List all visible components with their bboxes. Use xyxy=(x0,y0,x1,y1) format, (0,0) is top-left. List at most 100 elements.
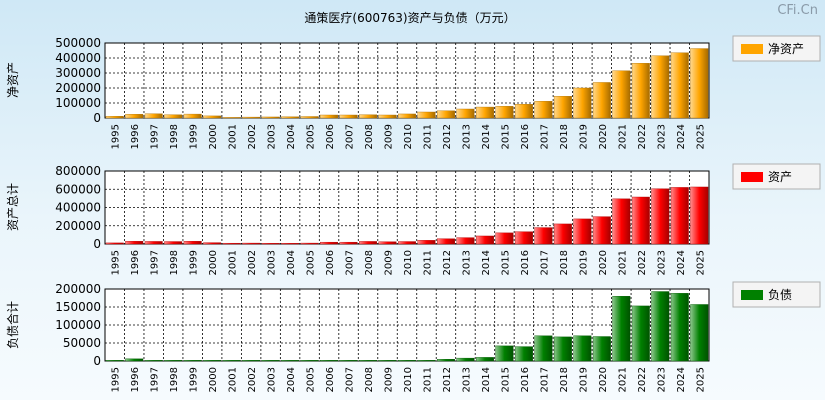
bar-2008 xyxy=(359,114,378,119)
y-axis-label: 负债合计 xyxy=(5,301,20,349)
x-tick-label: 2000 xyxy=(208,367,219,392)
bar-2019 xyxy=(573,335,592,362)
bar-1996 xyxy=(125,358,144,362)
x-tick-label: 2019 xyxy=(578,250,589,275)
x-tick-label: 2012 xyxy=(442,250,453,275)
y-tick-label: 300000 xyxy=(55,66,101,80)
bar-2022 xyxy=(631,305,650,362)
x-tick-label: 2004 xyxy=(286,250,297,275)
bar-2013 xyxy=(456,357,475,362)
x-tick-label: 2006 xyxy=(325,367,336,392)
x-tick-label: 2002 xyxy=(247,250,258,275)
bar-2023 xyxy=(651,291,670,362)
chart-panel-3: 0 50000 100000 150000 200000 1995 1996 1997 1998… xyxy=(5,281,821,392)
bar-2011 xyxy=(417,360,436,362)
x-tick-label: 2023 xyxy=(656,124,667,149)
x-tick-label: 1999 xyxy=(189,367,200,392)
bar-2021 xyxy=(612,70,631,119)
bar-2019 xyxy=(573,218,592,245)
bar-2011 xyxy=(417,111,436,119)
x-tick-label: 2016 xyxy=(520,250,531,275)
bar-2004 xyxy=(281,116,300,119)
bar-2020 xyxy=(592,82,611,119)
bar-2015 xyxy=(495,106,514,119)
x-tick-label: 2020 xyxy=(598,367,609,392)
bar-2021 xyxy=(612,198,631,245)
x-tick-label: 1997 xyxy=(150,250,161,275)
bar-2009 xyxy=(378,360,397,362)
x-tick-label: 2016 xyxy=(520,367,531,392)
x-tick-label: 2013 xyxy=(461,250,472,275)
x-tick-label: 1995 xyxy=(111,124,122,149)
bar-2007 xyxy=(339,114,358,119)
x-tick-label: 1997 xyxy=(150,367,161,392)
x-tick-label: 2011 xyxy=(422,124,433,149)
bar-2014 xyxy=(475,357,494,362)
bar-2013 xyxy=(456,108,475,119)
y-tick-label: 150000 xyxy=(55,300,101,314)
bar-2006 xyxy=(320,241,339,245)
y-tick-label: 0 xyxy=(93,354,101,368)
bar-2024 xyxy=(670,293,689,362)
x-tick-label: 2017 xyxy=(539,367,550,392)
x-tick-label: 1995 xyxy=(111,250,122,275)
x-tick-label: 2001 xyxy=(228,124,239,149)
bar-2008 xyxy=(359,360,378,362)
bar-2018 xyxy=(553,223,572,245)
bar-2001 xyxy=(222,360,241,362)
x-tick-label: 2003 xyxy=(267,367,278,392)
bar-2023 xyxy=(651,188,670,245)
bar-2016 xyxy=(514,231,533,245)
bar-2000 xyxy=(203,360,222,362)
bar-1998 xyxy=(164,114,183,119)
x-tick-label: 2007 xyxy=(345,367,356,392)
bar-2005 xyxy=(300,242,319,245)
x-tick-label: 2017 xyxy=(539,124,550,149)
x-tick-label: 2008 xyxy=(364,124,375,149)
bar-1996 xyxy=(125,241,144,245)
bar-2022 xyxy=(631,63,650,119)
x-tick-label: 2014 xyxy=(481,250,492,275)
x-tick-label: 2022 xyxy=(637,124,648,149)
x-tick-label: 2025 xyxy=(695,124,706,149)
bar-1999 xyxy=(183,113,202,119)
bar-2016 xyxy=(514,103,533,119)
chart-panel-2: 0 200000 400000 600000 800000 1995 1996 1997 199… xyxy=(6,163,821,275)
bar-2024 xyxy=(670,187,689,245)
bar-1997 xyxy=(144,360,163,362)
legend-swatch xyxy=(741,172,763,182)
y-axis-label: 净资产 xyxy=(6,62,20,98)
bar-2002 xyxy=(242,116,261,119)
x-tick-label: 1999 xyxy=(189,250,200,275)
y-tick-label: 100000 xyxy=(55,96,101,110)
bar-2025 xyxy=(690,304,709,362)
x-tick-label: 2009 xyxy=(384,250,395,275)
bar-1995 xyxy=(105,242,124,245)
x-tick-label: 2007 xyxy=(345,250,356,275)
bar-2003 xyxy=(261,360,280,362)
bar-2004 xyxy=(281,360,300,362)
x-tick-label: 2002 xyxy=(247,124,258,149)
x-tick-label: 1996 xyxy=(130,367,141,392)
bar-2009 xyxy=(378,241,397,245)
y-tick-label: 200000 xyxy=(55,219,101,233)
x-tick-label: 1999 xyxy=(189,124,200,149)
x-tick-label: 2005 xyxy=(306,367,317,392)
bar-2025 xyxy=(690,186,709,245)
x-tick-label: 1998 xyxy=(169,250,180,275)
y-tick-label: 200000 xyxy=(55,282,101,296)
bar-2017 xyxy=(534,335,553,362)
bar-2017 xyxy=(534,227,553,245)
x-tick-label: 2000 xyxy=(208,250,219,275)
x-tick-label: 2021 xyxy=(617,367,628,392)
x-tick-label: 2025 xyxy=(695,250,706,275)
x-tick-label: 2011 xyxy=(422,367,433,392)
bar-2012 xyxy=(437,110,455,119)
bar-2018 xyxy=(553,96,572,119)
x-tick-label: 2009 xyxy=(384,124,395,149)
x-tick-label: 2021 xyxy=(617,124,628,149)
bar-2020 xyxy=(592,216,611,245)
bar-2022 xyxy=(631,196,650,245)
x-tick-label: 2008 xyxy=(364,367,375,392)
